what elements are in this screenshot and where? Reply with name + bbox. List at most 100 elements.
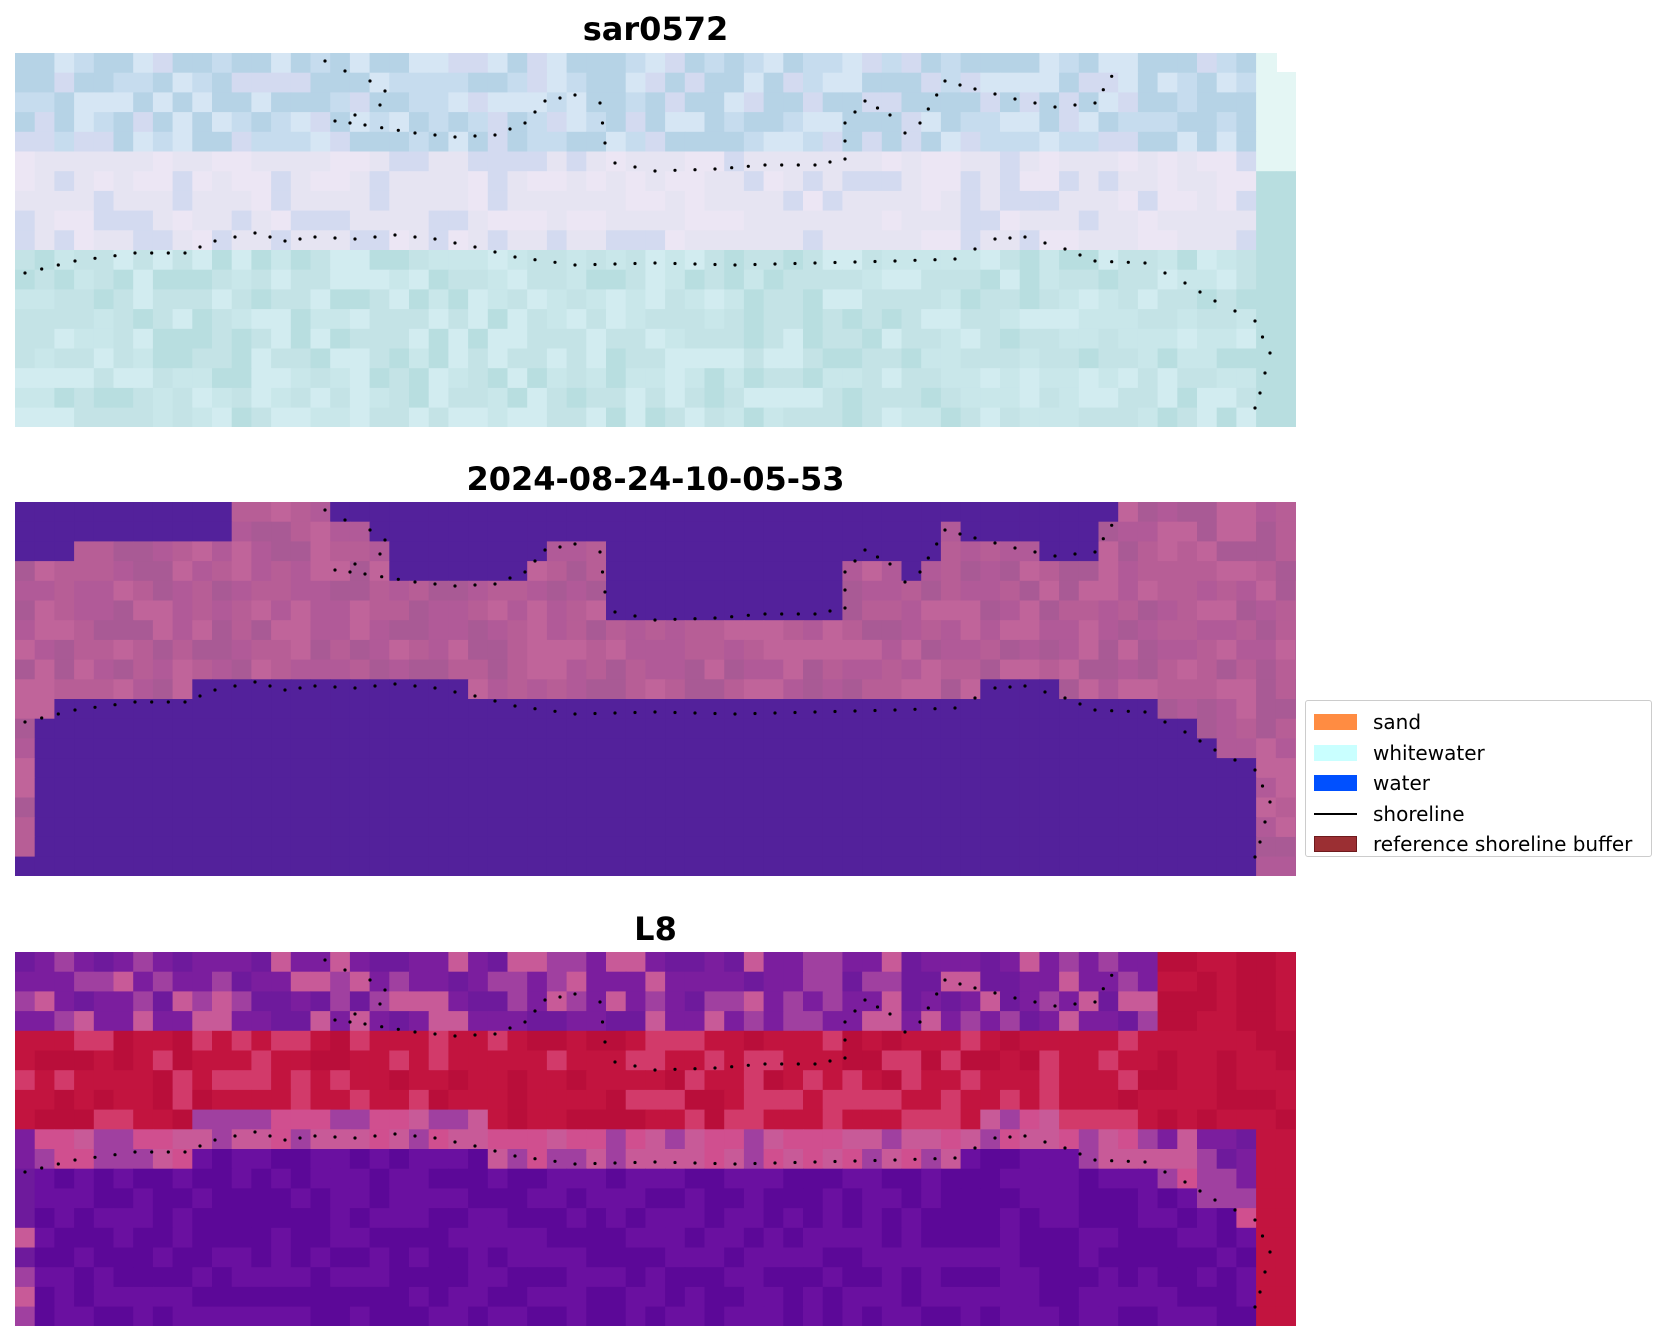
shoreline-point [943,79,947,83]
shoreline-point [413,131,417,135]
shoreline-point [1143,1160,1147,1164]
shoreline-point [673,1160,677,1165]
shoreline-point [1268,1250,1272,1254]
shoreline-point [918,1020,922,1024]
shoreline-point [378,103,382,107]
shoreline-point [1198,290,1202,294]
shoreline-point [633,710,637,715]
shoreline-point [888,562,892,566]
shoreline-point [598,550,602,554]
shoreline-point [493,1032,497,1036]
shoreline-point [1053,105,1057,109]
shoreline-point [1101,88,1105,92]
shoreline-point [1143,710,1147,714]
shoreline-point [1043,690,1047,694]
shoreline-point [613,161,617,165]
shoreline-point [73,259,77,263]
shoreline-point [653,710,657,714]
shoreline-point [746,1063,750,1067]
shoreline-point [853,559,857,563]
shoreline-point [843,588,847,592]
shoreline-point [23,720,27,724]
shoreline-point [1253,768,1257,772]
shoreline-point [1093,708,1097,712]
shoreline-point [573,263,577,267]
legend-label: sand [1373,710,1422,735]
shoreline-point [113,1153,117,1157]
water-swatch-icon [1314,775,1357,792]
shoreline-point [150,251,154,255]
shoreline-point [653,1068,657,1072]
shoreline-point [393,233,397,237]
shoreline-point [893,259,897,263]
shoreline-point [873,1158,877,1163]
shoreline-point [553,709,557,713]
shoreline-point [396,577,400,581]
shoreline-point [1033,550,1037,554]
shoreline-point [343,69,347,73]
shoreline-point [953,1156,957,1160]
shoreline-point [1013,546,1017,550]
shoreline-point [333,1018,337,1022]
shoreline-point [133,700,137,704]
shoreline-point [348,570,352,574]
shoreline-point [380,126,384,130]
shoreline-point [543,548,547,552]
shoreline-point [593,262,597,267]
shoreline-point [383,538,387,542]
shoreline-point [843,1020,847,1024]
shoreline-point [368,79,372,83]
shoreline-point [1163,720,1167,724]
shoreline-point [213,1138,217,1142]
shoreline-point [1258,391,1262,395]
shoreline-point [1078,1152,1082,1156]
shoreline-point [1260,335,1265,339]
satellite-image-rgb [15,53,1296,427]
shoreline-point [888,113,892,117]
shoreline-point [1233,1208,1237,1212]
shoreline-point [1258,840,1262,844]
shoreline-point [796,612,800,616]
shoreline-point [373,684,377,688]
shoreline-point [413,235,417,239]
shoreline-point [353,1136,357,1140]
buffer-swatch-icon [1314,836,1357,853]
shoreline-point [935,542,939,546]
shoreline-point [1023,1134,1027,1138]
shoreline-point [1260,1234,1265,1238]
shoreline-point [513,704,517,708]
shoreline-point [693,1067,697,1071]
shoreline-point [363,1022,367,1026]
shoreline-point [23,271,27,275]
shoreline-point [613,1060,617,1064]
shoreline-point [813,163,817,167]
shoreline-point [943,528,947,532]
shoreline-point [353,562,357,566]
classified-image [15,502,1296,876]
shoreline-point [796,163,800,167]
shoreline-point [1253,319,1257,323]
shoreline-point [333,236,337,240]
shoreline-point [393,682,397,686]
shoreline-point [603,141,607,145]
shoreline-point [693,711,697,715]
shoreline-point [926,107,930,111]
shoreline-point [793,1160,797,1165]
shoreline-point [713,1161,717,1166]
shoreline-point [396,1027,400,1031]
shoreline-point [133,251,137,255]
shoreline-point [613,610,617,614]
sand-swatch-icon [1314,714,1357,731]
shoreline-point [935,93,939,97]
shoreline-point [380,1025,384,1029]
shoreline-point [993,686,997,690]
shoreline-point [1126,260,1130,264]
shoreline-point [56,263,60,267]
shoreline-point [283,688,287,692]
shoreline-point [1093,1158,1097,1162]
shoreline-point [493,699,497,703]
shoreline-point [763,1062,767,1066]
shoreline-point [593,711,597,716]
shoreline-point [833,709,837,714]
shoreline-point [713,616,717,620]
